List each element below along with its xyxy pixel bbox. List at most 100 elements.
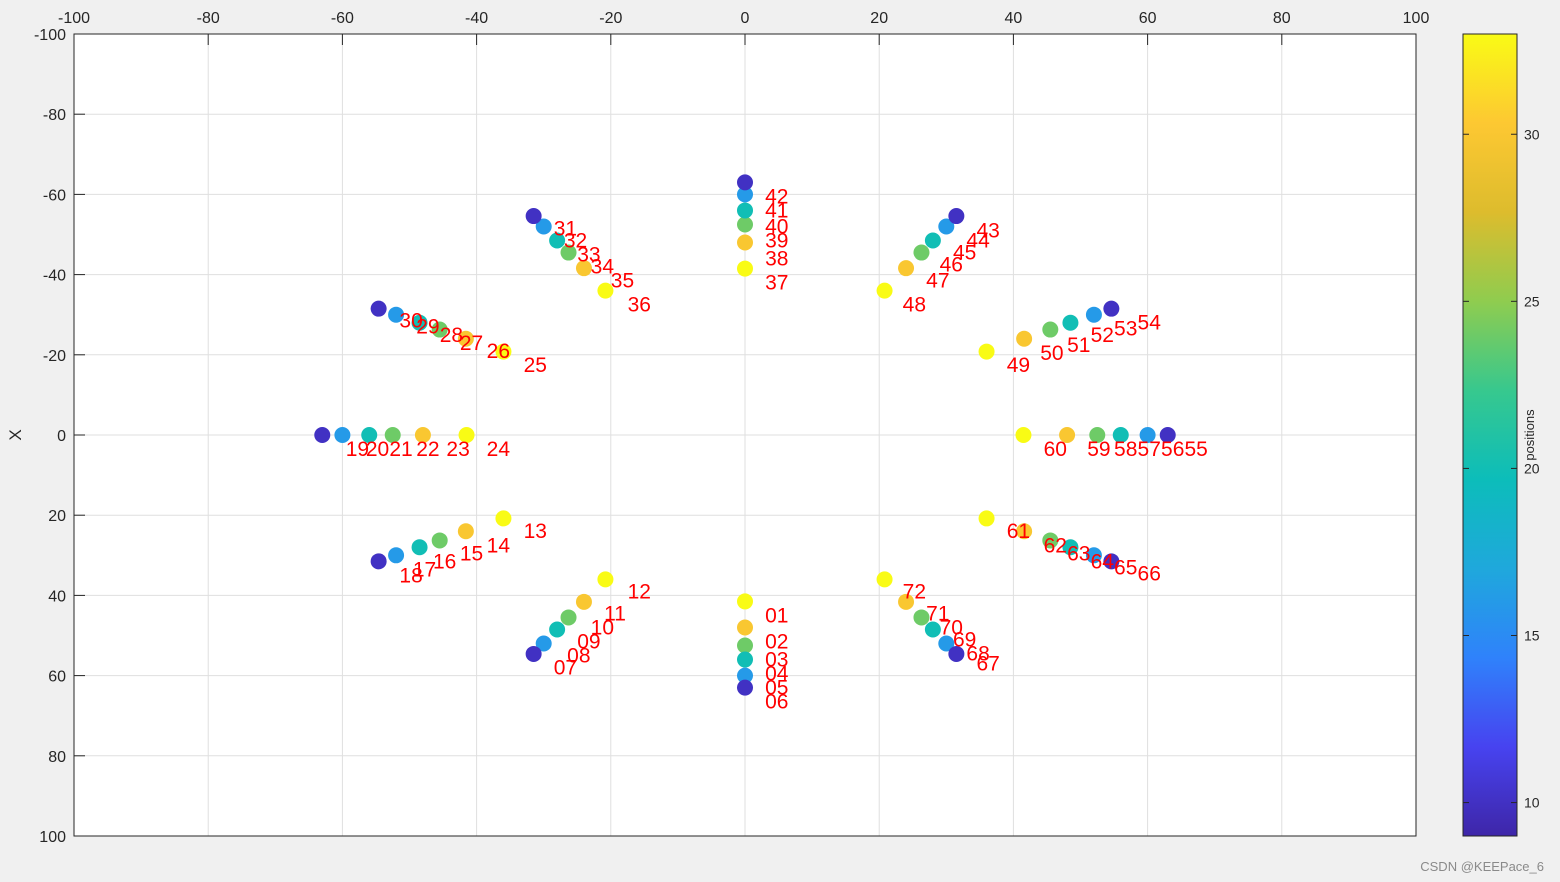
data-point	[924, 621, 941, 638]
point-label: 32	[564, 230, 587, 253]
point-label: 21	[389, 438, 412, 461]
colorbar-label: positions	[1522, 409, 1537, 461]
point-label: 19	[346, 438, 369, 461]
data-point	[737, 619, 753, 636]
y-tick-label: 80	[48, 749, 66, 766]
data-point	[1085, 547, 1102, 564]
data-point	[575, 260, 592, 277]
plot-border	[73, 33, 1417, 837]
point-label: 09	[577, 631, 600, 654]
x-tick-label: 60	[1139, 10, 1157, 27]
x-tick-label: 80	[1273, 10, 1291, 27]
data-point	[1062, 314, 1079, 331]
point-label: 17	[413, 558, 436, 581]
data-point	[431, 321, 448, 338]
point-label: 62	[1044, 534, 1067, 557]
data-point	[737, 216, 753, 233]
point-label: 16	[433, 550, 456, 573]
point-label: 34	[591, 256, 615, 279]
point-label: 15	[460, 542, 483, 565]
data-point	[495, 510, 512, 527]
point-label: 66	[1138, 562, 1161, 585]
x-tick-label: -40	[465, 10, 488, 27]
data-point	[388, 547, 405, 564]
data-point	[549, 232, 566, 249]
point-label: 70	[940, 616, 963, 639]
y-tick-label: -20	[43, 348, 66, 365]
colorbar-ticks: 10 15 20 25 30	[1463, 126, 1540, 811]
point-label: 51	[1067, 334, 1090, 357]
point-label: 07	[554, 657, 577, 680]
data-point	[737, 260, 753, 277]
point-label: 42	[765, 185, 788, 208]
point-label: 37	[765, 272, 788, 295]
point-label: 25	[524, 354, 547, 377]
point-label: 30	[399, 310, 422, 333]
data-point	[737, 651, 753, 668]
point-label: 44	[966, 230, 990, 253]
point-label: 65	[1114, 556, 1137, 579]
data-point	[1159, 427, 1176, 443]
data-point	[898, 260, 915, 277]
point-label: 46	[940, 254, 963, 277]
x-tick-label: 100	[1403, 10, 1430, 27]
data-point	[388, 306, 405, 323]
point-label: 06	[765, 691, 788, 714]
data-point	[495, 343, 512, 360]
point-label: 22	[416, 438, 439, 461]
watermark: CSDN @KEEPace_6	[1420, 859, 1544, 874]
y-axis-ticks: -100 -80 -60 -40 -20 0 20 40 60 80 100	[34, 27, 85, 846]
point-label: 68	[966, 643, 989, 666]
colorbar-tick-label: 20	[1524, 460, 1540, 476]
data-point	[597, 282, 614, 299]
data-point	[458, 427, 475, 443]
point-label: 04	[765, 663, 789, 686]
point-label: 08	[567, 645, 590, 668]
point-label: 39	[765, 230, 788, 253]
data-point	[535, 218, 552, 235]
data-point	[978, 510, 995, 527]
data-point	[457, 330, 474, 347]
data-point	[549, 621, 566, 638]
x-tick-label: 40	[1005, 10, 1023, 27]
data-point	[525, 208, 542, 225]
x-axis-ticks: -100 -80 -60 -40 -20 0 20 40 60 80 100	[58, 10, 1429, 45]
data-point	[560, 609, 577, 626]
data-point	[737, 593, 753, 610]
point-label: 05	[765, 677, 788, 700]
data-point	[370, 553, 387, 570]
point-label: 53	[1114, 318, 1137, 341]
point-label: 40	[765, 215, 788, 238]
colorbar-tick-label: 25	[1524, 293, 1540, 309]
point-label: 56	[1161, 438, 1184, 461]
point-label: 63	[1067, 542, 1090, 565]
point-label: 35	[611, 270, 634, 293]
point-label: 55	[1185, 438, 1208, 461]
point-label: 49	[1007, 354, 1030, 377]
y-tick-label: 40	[48, 588, 66, 605]
point-label: 31	[554, 217, 577, 240]
data-point	[913, 244, 930, 261]
data-point	[411, 314, 428, 331]
point-label: 43	[976, 219, 999, 242]
point-label: 36	[628, 294, 651, 317]
data-point	[1059, 427, 1076, 443]
point-label: 60	[1044, 438, 1067, 461]
data-point	[1139, 427, 1156, 443]
point-label: 47	[926, 270, 949, 293]
point-label: 48	[903, 294, 926, 317]
point-label: 69	[953, 629, 976, 652]
data-point	[457, 523, 474, 540]
y-axis-label: X	[6, 429, 25, 440]
point-label: 12	[628, 580, 651, 603]
data-point	[384, 427, 401, 443]
data-point	[411, 539, 428, 556]
data-point	[1103, 553, 1120, 570]
data-point	[978, 343, 995, 360]
point-label: 58	[1114, 438, 1137, 461]
data-point	[525, 645, 542, 662]
point-label: 28	[440, 324, 463, 347]
point-label: 64	[1091, 550, 1115, 573]
point-label: 29	[416, 316, 439, 339]
